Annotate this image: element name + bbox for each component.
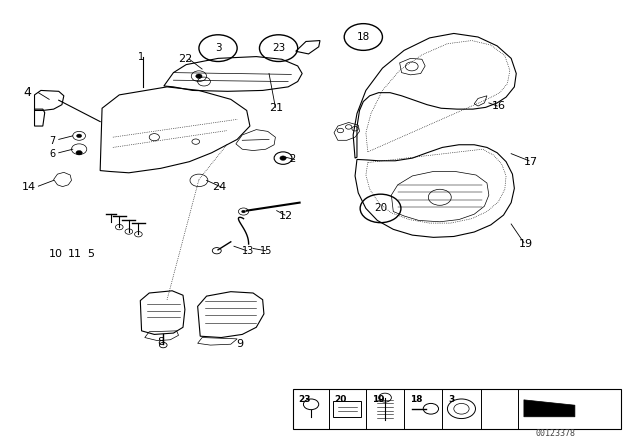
Text: 17: 17 — [524, 157, 538, 167]
Text: 5: 5 — [88, 249, 95, 259]
Circle shape — [196, 74, 202, 78]
Text: 1: 1 — [138, 52, 145, 62]
Text: 12: 12 — [278, 211, 292, 221]
Text: 10: 10 — [49, 249, 63, 259]
Text: 22: 22 — [179, 54, 193, 64]
Bar — [333, 401, 362, 417]
Polygon shape — [524, 400, 575, 417]
Text: 3: 3 — [449, 396, 455, 405]
Text: 13: 13 — [243, 246, 255, 256]
Text: 20: 20 — [335, 396, 347, 405]
Text: 23: 23 — [272, 43, 285, 53]
Text: 21: 21 — [269, 103, 283, 113]
Text: 9: 9 — [236, 339, 243, 349]
Text: 24: 24 — [212, 182, 226, 193]
Circle shape — [242, 210, 246, 213]
Text: 16: 16 — [492, 101, 506, 111]
Text: 18: 18 — [356, 32, 370, 42]
Bar — [293, 389, 621, 429]
Text: 19: 19 — [372, 396, 385, 405]
Text: 18: 18 — [410, 396, 423, 405]
Circle shape — [77, 134, 82, 138]
Text: 8: 8 — [157, 337, 164, 347]
Text: 15: 15 — [259, 246, 272, 256]
Circle shape — [280, 156, 286, 160]
Text: 19: 19 — [519, 239, 533, 249]
Text: 00123378: 00123378 — [536, 429, 576, 438]
Text: 7: 7 — [49, 136, 56, 146]
Text: 2: 2 — [289, 155, 296, 164]
Text: 20: 20 — [374, 203, 387, 213]
Text: 3: 3 — [215, 43, 221, 53]
Circle shape — [76, 151, 83, 155]
Text: 14: 14 — [22, 182, 36, 192]
Text: 11: 11 — [68, 249, 83, 259]
Text: 6: 6 — [49, 149, 55, 159]
Text: 23: 23 — [298, 396, 311, 405]
Text: 4: 4 — [24, 86, 31, 99]
